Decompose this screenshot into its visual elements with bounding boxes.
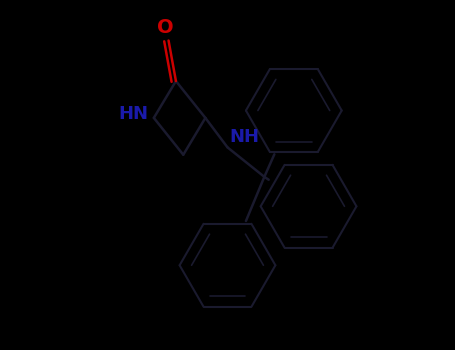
Text: O: O — [157, 18, 173, 37]
Text: NH: NH — [229, 127, 259, 146]
Text: HN: HN — [118, 105, 148, 123]
